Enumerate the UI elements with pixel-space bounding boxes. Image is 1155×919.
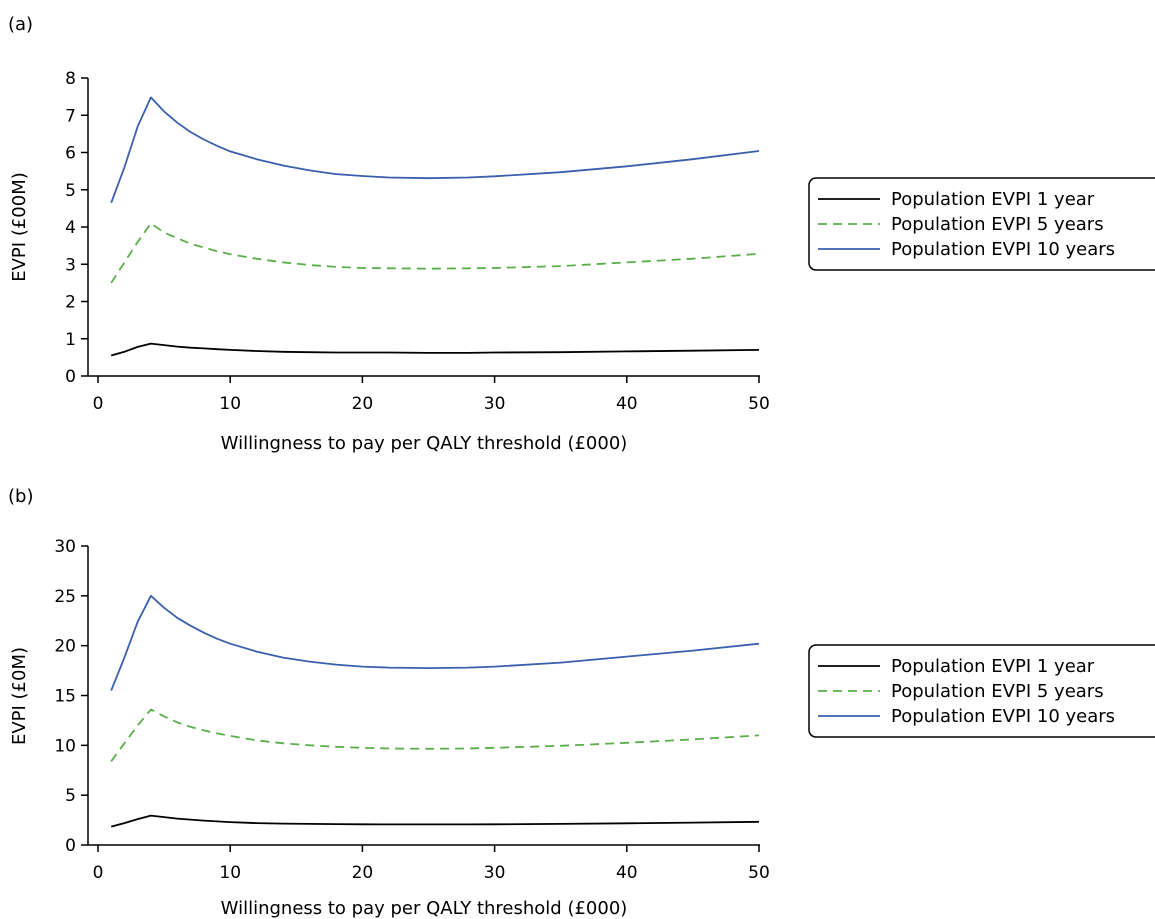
y-tick-label-a-5: 5 [65, 181, 76, 201]
x-ticks-a: 0 10 20 30 40 50 [93, 376, 770, 414]
x-tick-label-b-10: 10 [219, 863, 241, 883]
series-line-a-population-evpi-5-years [110, 222, 760, 284]
y-tick-label-b-5: 5 [65, 786, 76, 806]
x-ticks-b: 0 10 20 30 40 50 [93, 845, 770, 883]
y-tick-label-b-15: 15 [54, 687, 76, 707]
legend-a: Population EVPI 1 year Population EVPI 5… [808, 177, 1155, 271]
x-tick-label-a-10: 10 [219, 394, 241, 414]
y-tick-label-a-8: 8 [65, 69, 76, 89]
series-line-a-population-evpi-1-year [110, 342, 760, 357]
legend-label-a-1year: Population EVPI 1 year [891, 189, 1095, 210]
legend-label-b-1year: Population EVPI 1 year [891, 656, 1095, 677]
series-lines-a [110, 96, 760, 357]
series-line-a-population-evpi-10-years [110, 96, 760, 204]
x-tick-label-b-50: 50 [748, 863, 770, 883]
legend-label-a-10years: Population EVPI 10 years [891, 239, 1115, 260]
y-tick-label-b-20: 20 [54, 637, 76, 657]
legend-label-b-10years: Population EVPI 10 years [891, 706, 1115, 727]
series-line-b-population-evpi-10-years [110, 594, 760, 691]
x-tick-label-b-20: 20 [352, 863, 374, 883]
y-tick-label-a-4: 4 [65, 218, 76, 238]
x-axis-label-b: Willingness to pay per QALY threshold (£… [221, 898, 628, 919]
legend-b: Population EVPI 1 year Population EVPI 5… [808, 644, 1155, 738]
x-tick-label-a-40: 40 [616, 394, 638, 414]
series-line-b-population-evpi-1-year [110, 814, 760, 828]
panel-label-b: (b) [8, 486, 33, 507]
x-tick-label-a-50: 50 [748, 394, 770, 414]
x-tick-label-a-20: 20 [352, 394, 374, 414]
chart-panel-a: (a) 0 1 2 3 4 5 6 7 8 0 10 20 30 40 50 Willingness to… [8, 14, 1155, 454]
y-tick-label-a-7: 7 [65, 106, 76, 126]
y-tick-label-a-2: 2 [65, 293, 76, 313]
legend-box-a [808, 177, 1155, 271]
x-tick-label-a-0: 0 [93, 394, 104, 414]
series-lines-b [110, 594, 760, 828]
x-tick-label-b-40: 40 [616, 863, 638, 883]
y-tick-label-b-10: 10 [54, 736, 76, 756]
y-tick-label-a-6: 6 [65, 144, 76, 164]
y-tick-label-a-0: 0 [65, 367, 76, 387]
y-axis-label-b: EVPI (£0M) [9, 647, 30, 745]
y-axis-label-a: EVPI (£00M) [9, 172, 30, 282]
legend-label-a-5years: Population EVPI 5 years [891, 214, 1104, 235]
x-tick-label-b-30: 30 [484, 863, 506, 883]
x-tick-label-a-30: 30 [484, 394, 506, 414]
y-tick-label-b-30: 30 [54, 537, 76, 557]
x-tick-label-b-0: 0 [93, 863, 104, 883]
x-axis-label-a: Willingness to pay per QALY threshold (£… [221, 433, 628, 454]
y-ticks-b: 0 5 10 15 20 25 30 [54, 537, 88, 856]
legend-box-b [808, 644, 1155, 738]
chart-panel-b: (b) 0 5 10 15 20 25 30 0 10 20 30 40 50 Willingness… [8, 486, 1155, 919]
y-ticks-a: 0 1 2 3 4 5 6 7 8 [65, 69, 88, 387]
y-tick-label-b-0: 0 [65, 836, 76, 856]
panel-label-a: (a) [8, 14, 33, 35]
y-tick-label-b-25: 25 [54, 587, 76, 607]
series-line-b-population-evpi-5-years [110, 708, 760, 762]
y-tick-label-a-3: 3 [65, 255, 76, 275]
legend-label-b-5years: Population EVPI 5 years [891, 681, 1104, 702]
y-tick-label-a-1: 1 [65, 330, 76, 350]
